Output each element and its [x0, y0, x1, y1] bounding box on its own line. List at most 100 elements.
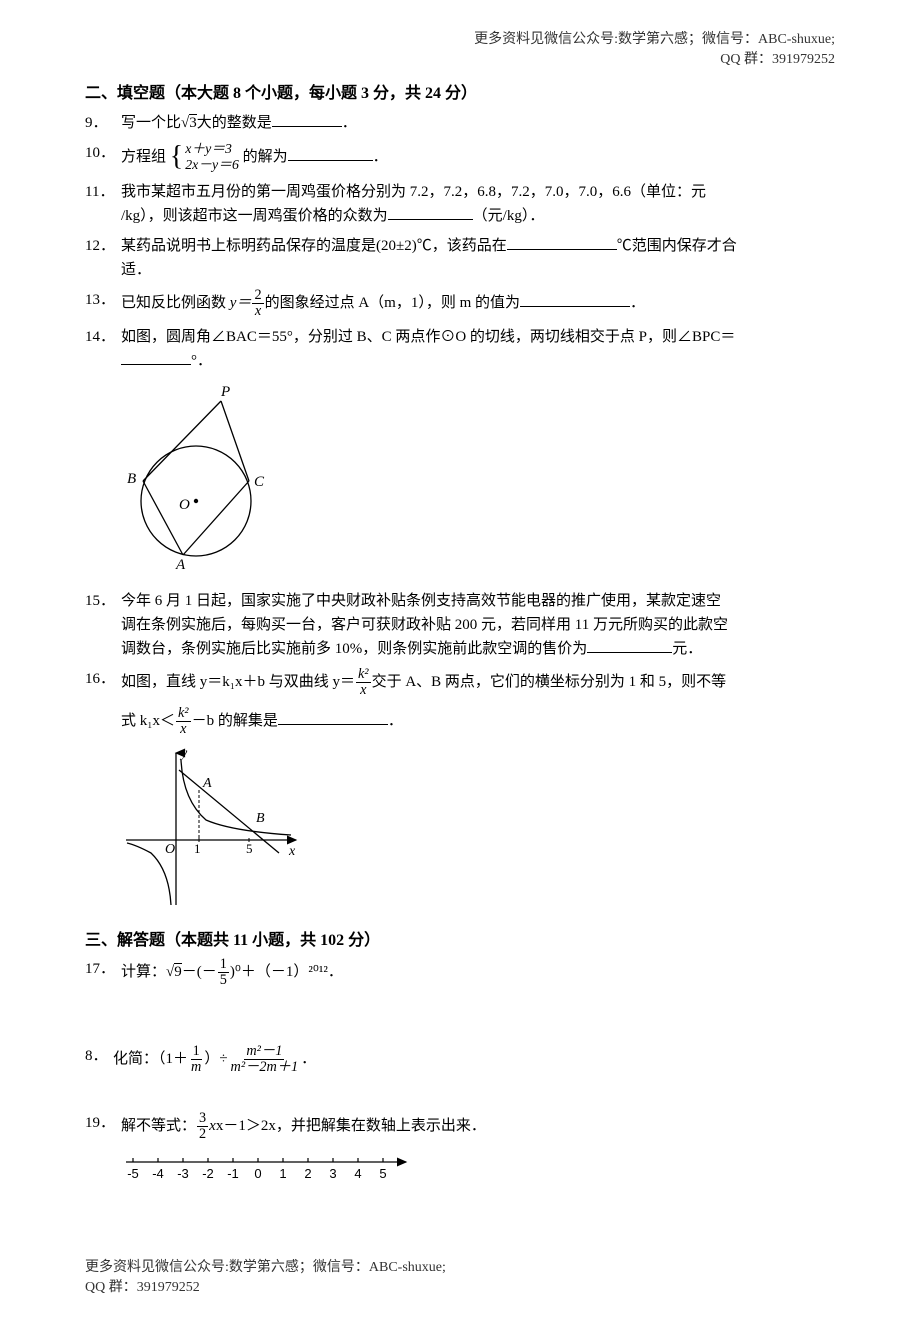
label-A: A	[175, 557, 186, 571]
fraction: 2x	[252, 288, 263, 319]
tick-1: 1	[194, 841, 201, 856]
svg-text:-3: -3	[177, 1166, 189, 1181]
q14-line2: °．	[121, 349, 835, 373]
q17-sv: 9	[174, 963, 182, 980]
header-line2: QQ 群：391979252	[85, 50, 835, 70]
q16-body: 如图，直线 y＝k₁x＋b 与双曲线 y＝k²x交于 A、B 两点，它们的横坐标…	[121, 667, 835, 737]
fraction: 1m	[189, 1044, 203, 1075]
frac-num: 2	[252, 288, 263, 304]
fraction: k²x	[176, 706, 191, 737]
q12-line1a: 某药品说明书上标明药品保存的温度是(20±2)℃，该药品在	[121, 238, 507, 254]
svg-text:5: 5	[379, 1166, 386, 1181]
question-10: 10． 方程组 { x＋y＝3 2x－y＝6 的解为．	[85, 141, 835, 174]
question-17: 17． 计算：√9－(－15)⁰＋（－1）²⁰¹²．	[85, 957, 835, 988]
label-O: O	[179, 497, 190, 513]
q16-l1: 如图，直线 y＝k₁x＋b 与双曲线 y＝k²x交于 A、B 两点，它们的横坐标…	[121, 667, 835, 698]
fraction: 32	[197, 1111, 208, 1142]
q12-line1: 某药品说明书上标明药品保存的温度是(20±2)℃，该药品在 ℃范围内保存才合	[121, 234, 835, 258]
q19-num: 19．	[85, 1111, 121, 1135]
fd: 5	[218, 973, 229, 988]
label-y: y	[179, 746, 188, 761]
q11-num: 11．	[85, 180, 121, 204]
frac-den: x	[253, 304, 263, 319]
q17-num: 17．	[85, 957, 121, 981]
q13-body: 已知反比例函数 y＝2x的图象经过点 A（m，1），则 m 的值为．	[121, 288, 835, 319]
q16-l1a: 如图，直线 y＝k₁x＋b 与双曲线 y＝	[121, 674, 355, 690]
q19-body: 解不等式：32xx－1＞2x，并把解集在数轴上表示出来．	[121, 1111, 835, 1142]
question-11: 11． 我市某超市五月份的第一周鸡蛋价格分别为 7.2，7.2，6.8，7.2，…	[85, 180, 835, 228]
fd2: x	[178, 722, 188, 737]
q10-punct: ．	[373, 149, 388, 165]
q12-line2: 适．	[121, 258, 835, 282]
q12-line1b: ℃范围内保存才合	[617, 238, 737, 254]
q12-body: 某药品说明书上标明药品保存的温度是(20±2)℃，该药品在 ℃范围内保存才合 适．	[121, 234, 835, 282]
footer-line2: QQ 群：391979252	[85, 1278, 835, 1298]
q15-l3b: 元．	[672, 641, 702, 657]
spacer	[85, 1081, 835, 1111]
brace-icon: {	[170, 143, 183, 171]
question-13: 13． 已知反比例函数 y＝2x的图象经过点 A（m，1），则 m 的值为．	[85, 288, 835, 319]
q15-l1: 今年 6 月 1 日起，国家实施了中央财政补贴条例支持高效节能电器的推广使用，某…	[121, 589, 835, 613]
q8-ta: 化简：（1＋	[113, 1051, 188, 1067]
sqrt-icon: √9	[166, 960, 182, 984]
line-hyperbola-diagram: O x y A B 1 5	[121, 745, 311, 910]
section2-title: 二、填空题（本大题 8 个小题，每小题 3 分，共 24 分）	[85, 81, 835, 107]
q14-line1: 如图，圆周角∠BAC＝55°，分别过 B、C 两点作⊙O 的切线，两切线相交于点…	[121, 325, 835, 349]
q10-body: 方程组 { x＋y＝3 2x－y＝6 的解为．	[121, 141, 835, 174]
q19-tb: x－1＞2x，并把解集在数轴上表示出来．	[216, 1118, 486, 1134]
q16-l2: 式 k₁x＜k²x－b 的解集是．	[121, 706, 835, 737]
equation-system: { x＋y＝3 2x－y＝6	[170, 141, 239, 174]
q9-text-a: 写一个比	[121, 115, 181, 131]
q9-punct: ．	[342, 115, 357, 131]
q11-line2: /kg），则该超市这一周鸡蛋价格的众数为（元/kg）．	[121, 204, 835, 228]
blank	[388, 205, 473, 220]
label-B: B	[256, 811, 265, 826]
question-8: 8． 化简：（1＋1m）÷m²－1m²－2m＋1．	[85, 1044, 835, 1075]
q17-ta: 计算：	[121, 964, 166, 980]
label-P: P	[220, 384, 230, 400]
svg-text:-4: -4	[152, 1166, 164, 1181]
q17-body: 计算：√9－(－15)⁰＋（－1）²⁰¹²．	[121, 957, 835, 988]
question-19: 19． 解不等式：32xx－1＞2x，并把解集在数轴上表示出来．	[85, 1111, 835, 1142]
q11-body: 我市某超市五月份的第一周鸡蛋价格分别为 7.2，7.2，6.8，7.2，7.0，…	[121, 180, 835, 228]
q12-num: 12．	[85, 234, 121, 258]
circle-tangent-diagram: P B C A O	[121, 381, 301, 571]
q8-num: 8．	[85, 1044, 113, 1068]
q15-l3a: 调数台，条例实施后比实施前多 10%，则条例实施前此款空调的售价为	[121, 641, 587, 657]
blank	[121, 350, 191, 365]
q16-l2b: －b 的解集是	[192, 713, 278, 729]
blank	[507, 235, 617, 250]
fraction: k²x	[356, 667, 371, 698]
label-A: A	[202, 776, 212, 791]
svg-text:0: 0	[254, 1166, 261, 1181]
q15-num: 15．	[85, 589, 121, 613]
blank	[278, 710, 388, 725]
q9-sqrtval: 3	[189, 114, 197, 131]
q16-punct: ．	[388, 713, 403, 729]
fn: k²	[356, 667, 371, 683]
svg-text:1: 1	[279, 1166, 286, 1181]
label-C: C	[254, 474, 265, 490]
q10-eq1: x＋y＝3	[185, 141, 239, 158]
q19-ta: 解不等式：	[121, 1118, 196, 1134]
label-x: x	[288, 844, 296, 859]
q16-l1b: 交于 A、B 两点，它们的横坐标分别为 1 和 5，则不等	[372, 674, 727, 690]
question-12: 12． 某药品说明书上标明药品保存的温度是(20±2)℃，该药品在 ℃范围内保存才…	[85, 234, 835, 282]
figure-14: P B C A O	[121, 381, 835, 579]
q17-tb: －(－	[182, 964, 217, 980]
q11-line2b: （元/kg）．	[473, 208, 545, 224]
q10-num: 10．	[85, 141, 121, 165]
svg-text:4: 4	[354, 1166, 361, 1181]
fn: 3	[197, 1111, 208, 1127]
fn2: k²	[176, 706, 191, 722]
q8-tb: ）÷	[204, 1051, 227, 1067]
q16-l2a: 式 k₁x＜	[121, 713, 175, 729]
spacer	[85, 994, 835, 1044]
q9-num: 9．	[85, 111, 121, 135]
label-O: O	[165, 842, 175, 857]
sqrt-icon: √3	[181, 111, 197, 135]
blank	[288, 146, 373, 161]
svg-text:-2: -2	[202, 1166, 214, 1181]
q9-body: 写一个比√3大的整数是．	[121, 111, 835, 135]
page-footer: 更多资料见微信公众号:数学第六感；微信号：ABC-shuxue; QQ 群：39…	[85, 1258, 835, 1297]
